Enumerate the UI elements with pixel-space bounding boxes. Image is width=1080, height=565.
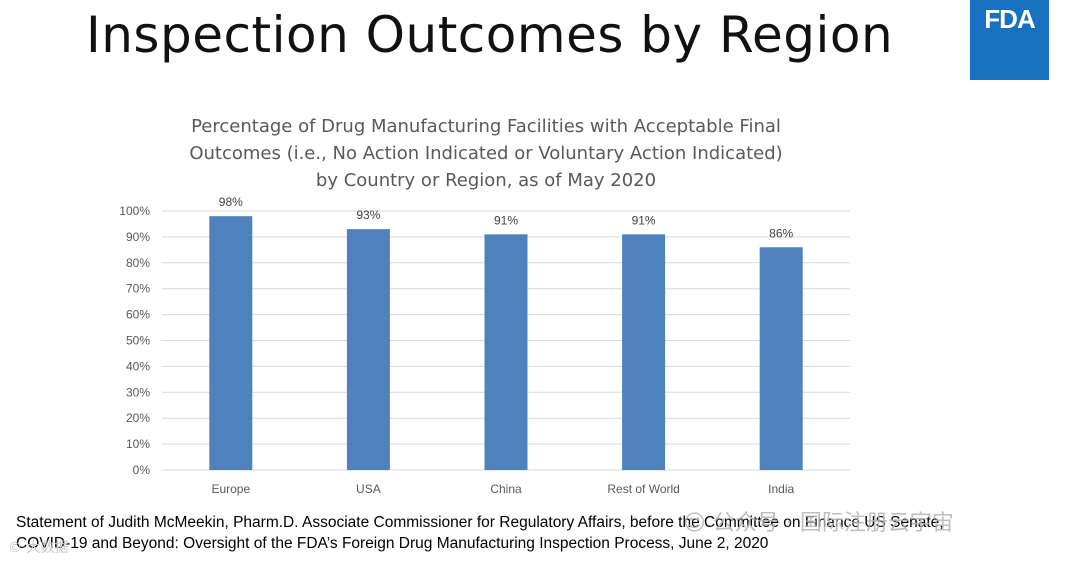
slide-title: Inspection Outcomes by Region [86, 6, 894, 64]
bar [622, 234, 666, 470]
y-tick-label: 50% [126, 334, 150, 348]
y-tick-label: 80% [126, 256, 150, 270]
chart-title-line-3: by Country or Region, as of May 2020 [315, 170, 657, 191]
data-label: 93% [356, 208, 380, 222]
chart-title-line-1: Percentage of Drug Manufacturing Facilit… [191, 116, 781, 137]
source-citation: Statement of Judith McMeekin, Pharm.D. A… [16, 512, 944, 554]
y-tick-label: 0% [133, 463, 151, 477]
data-label: 91% [494, 213, 518, 227]
y-tick-label: 100% [119, 204, 150, 218]
bar [484, 234, 528, 470]
y-tick-label: 30% [126, 385, 150, 399]
bar [209, 216, 253, 470]
y-tick-label: 70% [126, 282, 150, 296]
x-tick-label: Europe [211, 482, 250, 496]
chart-title: Percentage of Drug Manufacturing Facilit… [160, 113, 812, 194]
y-tick-label: 60% [126, 308, 150, 322]
x-tick-label: Rest of World [607, 482, 679, 496]
source-line-2: COVID-19 and Beyond: Oversight of the FD… [16, 535, 769, 552]
fda-logo: FDA [970, 0, 1049, 80]
bar [759, 247, 803, 470]
y-tick-label: 40% [126, 359, 150, 373]
data-label: 86% [769, 226, 793, 240]
y-tick-label: 90% [126, 230, 150, 244]
watermark-right: ☺ 公众号 · 国际注册云宇宙 [683, 511, 954, 536]
data-label: 91% [632, 213, 656, 227]
source-line-1: Statement of Judith McMeekin, Pharm.D. A… [16, 514, 944, 531]
bar [346, 229, 390, 470]
data-label: 98% [219, 195, 243, 209]
watermark-left: © 大数据 [8, 540, 69, 556]
x-tick-label: India [768, 482, 794, 496]
y-tick-label: 10% [126, 437, 150, 451]
y-tick-label: 20% [126, 411, 150, 425]
x-tick-label: China [490, 482, 522, 496]
x-tick-label: USA [356, 482, 381, 496]
chart-title-line-2: Outcomes (i.e., No Action Indicated or V… [189, 143, 783, 164]
